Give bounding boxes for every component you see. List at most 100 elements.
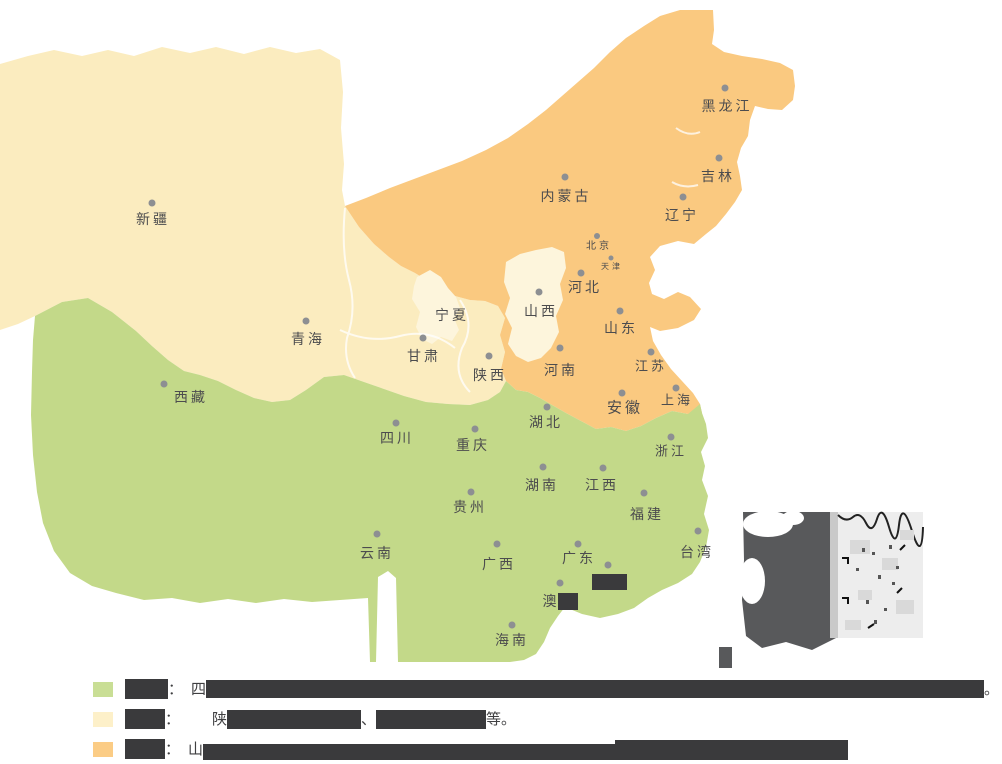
legend-row-cream-group: ： 陕 、 等。 [93, 708, 999, 730]
legend-row-green-group: ： 四 。 [93, 678, 999, 700]
province-shanxi-dot [535, 288, 543, 296]
province-label-heilongjiang: 黑龙江 [701, 98, 753, 114]
province-xizang-dot [160, 380, 168, 388]
province-label-xinjiang: 新疆 [136, 211, 170, 227]
legend-text-fragment: 、 [361, 710, 377, 728]
legend-text-fragment: ： [165, 740, 181, 758]
province-label-gansu: 甘肃 [407, 348, 441, 364]
legend-redaction-block [615, 739, 849, 760]
legend-label-redaction-cream-group [125, 709, 165, 729]
region-green-south [31, 298, 709, 662]
inset-cutout [782, 511, 804, 525]
province-hubei-dot [543, 403, 551, 411]
inset-edge-shade [830, 512, 838, 638]
legend-label-redaction-green-group [125, 679, 168, 699]
province-label-tianjin: 天津 [601, 262, 623, 271]
province-label-jilin: 吉林 [701, 168, 735, 184]
inset-small-square [719, 647, 732, 668]
province-xinjiang-dot [148, 199, 156, 207]
inset-dark-shape [742, 512, 836, 650]
province-beijing-dot [594, 233, 600, 239]
region-pale-ningxia [412, 270, 460, 344]
province-label-yunnan: 云南 [360, 545, 394, 561]
legend-redaction-block [376, 709, 487, 729]
province-label-shanghai: 上海 [660, 392, 694, 408]
sea-inset [719, 511, 924, 668]
province-neimenggu-dot [561, 173, 569, 181]
province-fujian-dot [640, 489, 648, 497]
province-label-beijing: 北京 [586, 241, 612, 252]
province-label-shanxi: 山西 [524, 303, 558, 319]
province-label-guangxi: 广西 [482, 556, 516, 572]
province-gansu-dot [419, 334, 427, 342]
legend-redaction-block [206, 680, 985, 698]
province-label-hubei: 湖北 [529, 414, 563, 430]
province-label-taiwan: 台湾 [680, 544, 714, 560]
province-label-aomen: 澳 [542, 593, 560, 609]
legend-label-redaction-orange-group [125, 739, 165, 759]
legend-row-orange-group: ：山 [93, 738, 999, 760]
province-label-hainan: 海南 [495, 632, 529, 648]
province-label-liaoning: 辽宁 [665, 207, 699, 223]
province-label-ningxia: 宁夏 [435, 307, 469, 323]
legend-text-fragment: 。 [984, 680, 1000, 698]
province-liaoning-dot [679, 193, 687, 201]
province-sichuan-dot [392, 419, 400, 427]
province-henan-dot [556, 344, 564, 352]
province-anhui-dot [618, 389, 626, 397]
province-hainan-dot [508, 621, 516, 629]
province-label-qinghai: 青海 [291, 331, 325, 347]
legend-redaction-block [203, 743, 616, 760]
province-label-guizhou: 贵州 [453, 499, 487, 515]
province-label-hunan: 湖南 [525, 477, 559, 493]
province-label-chongqing: 重庆 [456, 437, 490, 453]
legend: ：四。：陕、等。：山 [93, 678, 999, 764]
province-label-fujian: 福建 [630, 506, 664, 522]
legend-swatch-green-group [93, 681, 113, 697]
province-zhejiang-dot [667, 433, 675, 441]
province-label-anhui: 安徽 [606, 399, 644, 417]
province-hongkong-dot [604, 561, 612, 569]
province-tianjin-dot [608, 255, 614, 261]
province-label-jiangsu: 江苏 [634, 358, 668, 374]
province-hunan-dot [539, 463, 547, 471]
province-label-zhejiang: 浙江 [654, 443, 688, 459]
region-cream-west [0, 47, 506, 405]
province-label-henan: 河南 [544, 362, 578, 378]
province-heilongjiang-dot [721, 84, 729, 92]
inset-islands [856, 545, 899, 624]
legend-text-fragment: 山 [188, 740, 204, 758]
province-jiangsu-dot [647, 348, 655, 356]
province-label-jiangxi: 江西 [585, 477, 619, 493]
province-label-sichuan: 四川 [380, 430, 414, 446]
province-jilin-dot [715, 154, 723, 162]
inset-cutout [739, 558, 765, 604]
province-label-guangdong: 广东 [562, 550, 596, 566]
province-aomen-dot [556, 579, 564, 587]
province-guangdong-dot [574, 540, 582, 548]
province-qinghai-dot [302, 317, 310, 325]
province-label-xizang: 西藏 [174, 389, 208, 405]
legend-text-fragment: 陕 [212, 710, 228, 728]
aomen-redaction-block [558, 593, 578, 610]
province-label-shandong: 山东 [604, 320, 638, 336]
inset-reef-marks [842, 544, 906, 629]
legend-swatch-cream-group [93, 711, 113, 727]
province-label-shaanxi: 陕西 [473, 367, 507, 383]
region-orange-north [345, 10, 795, 431]
province-yunnan-dot [373, 530, 381, 538]
province-label-neimenggu: 内蒙古 [540, 188, 592, 204]
province-label-hebei: 河北 [568, 279, 602, 295]
province-jiangxi-dot [599, 464, 607, 472]
legend-text-fragment: ： [165, 710, 181, 728]
inset-coastline [837, 511, 924, 547]
province-borders [339, 127, 701, 393]
province-guangxi-dot [493, 540, 501, 548]
legend-text-fragment: ： [168, 680, 184, 698]
legend-swatch-orange-group [93, 741, 113, 757]
inset-cutout [743, 511, 793, 537]
province-shanghai-dot [672, 384, 680, 392]
province-hebei-dot [577, 269, 585, 277]
province-guizhou-dot [467, 488, 475, 496]
